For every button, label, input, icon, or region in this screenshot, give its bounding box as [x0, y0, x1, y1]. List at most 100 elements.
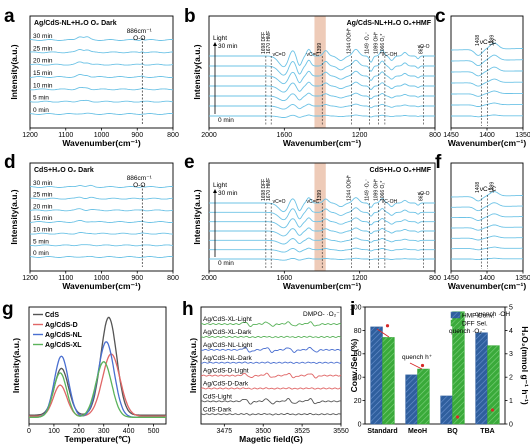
panel-h-series-label: CdS-Dark	[203, 406, 232, 413]
panel-i-y2tick-label: 3	[509, 351, 513, 358]
panel-h-series-label: Ag/CdS-XL-Light	[203, 316, 252, 323]
panel-d-annotation: O-O	[133, 182, 145, 189]
panel-d-spectrum	[29, 231, 173, 235]
panel-i-annotation: quench ·OH	[475, 311, 510, 318]
panel-e-annotation: νC=O	[273, 199, 286, 205]
panel-a-spectrum	[29, 73, 174, 78]
panel-e-label: e	[184, 152, 195, 173]
panel-g-xtick-label: 200	[73, 428, 85, 435]
panel-h-series-1	[200, 335, 342, 339]
panel-g-legend-label: Ag/CdS-XL	[45, 342, 82, 349]
panel-e-series-label: 30 min	[218, 190, 238, 197]
panel-d-title: CdS+H₂O O₂ Dark	[34, 167, 94, 174]
panel-i-h2o2-point	[385, 324, 390, 328]
panel-b-ylabel: Intensity(a.u.)	[192, 44, 202, 99]
panel-d-spectrum	[29, 219, 174, 223]
panel-e-xlabel: Wavenumber(cm⁻¹)	[283, 281, 361, 291]
panel-g-legend-label: Ag/CdS-D	[45, 322, 78, 329]
panel-a-title: Ag/CdS-NL+H₂O O₂ Dark	[34, 20, 117, 27]
panel-g-label: g	[2, 299, 14, 320]
panel-f-annotation: 1399	[490, 182, 496, 193]
panel-b-xtick-label: 2000	[201, 132, 217, 139]
panel-h-series-label: Ag/CdS-D-Light	[203, 368, 249, 375]
panel-c-spectrum	[451, 42, 523, 56]
panel-e-annotation: νC=C	[306, 199, 319, 205]
panel-c-spectrum	[451, 114, 523, 118]
panel-a-series-label: 15 min	[33, 70, 53, 77]
panel-i-category-label: MeoH	[408, 428, 427, 435]
panel-g-legend-label: CdS	[45, 312, 59, 319]
panel-i-ytick-label: 60	[354, 351, 362, 358]
panel-f-xlabel: Wavenumber(cm⁻¹)	[448, 281, 526, 291]
panel-h-ylabel: Intensity(a.u.)	[188, 338, 198, 393]
panel-g-xlabel: Temperature(℃)	[64, 434, 130, 444]
panel-g-series-3	[29, 361, 166, 418]
panel-b-annotation: 1244 OOH*	[346, 28, 352, 54]
panel-h-series-7	[200, 412, 342, 416]
panel-a-xtick-label: 1200	[22, 132, 38, 139]
panel-b-annotation: 1399	[317, 43, 323, 54]
panel-h-series-3	[200, 361, 342, 364]
panel-e-annotation: νC-OH	[382, 199, 398, 205]
panel-e-light-arrowhead	[213, 189, 217, 193]
panel-c-label: c	[435, 6, 446, 27]
panel-i-bar-1	[417, 368, 430, 425]
panel-d-spectrum	[29, 184, 174, 188]
panel-i-ytick-label: 40	[354, 375, 362, 382]
panel-i-annotation-arrow	[376, 328, 390, 338]
panel-c-spectrum	[451, 90, 523, 97]
panel-g-xtick-label: 500	[148, 428, 160, 435]
panel-a-spectrum	[29, 99, 174, 103]
panel-d-spectrum	[29, 244, 174, 247]
panel-a-series-label: 10 min	[33, 82, 53, 89]
panel-h-series-label: Ag/CdS-NL-Light	[203, 342, 252, 349]
panel-a-series-label: 20 min	[33, 58, 53, 65]
panel-b-annotation: νC=O	[273, 52, 286, 58]
panel-e-series-label: 0 min	[218, 260, 234, 267]
panel-e-xtick-label: 1600	[277, 275, 293, 282]
panel-i-bar-0	[370, 326, 383, 425]
panel-i-h2o2-point	[455, 415, 460, 419]
panel-e-annotation: 861	[419, 192, 425, 201]
panel-d-xtick-label: 900	[131, 275, 143, 282]
panel-a-spectrum	[29, 86, 174, 91]
panel-g-xtick-label: 100	[48, 428, 60, 435]
panel-c-xlabel: Wavenumber(cm⁻¹)	[448, 138, 526, 148]
panel-i-bar-1	[382, 337, 395, 425]
panel-f-spectrum	[451, 257, 523, 261]
panel-i-legend-label: DFF Sel.	[462, 321, 488, 328]
panel-e-annotation: 1149 ·O₂⁻	[364, 178, 370, 201]
panel-h-xtick-label: 3500	[255, 428, 271, 435]
panel-h-xtick-label: 3525	[294, 428, 310, 435]
panel-d-spectrum	[29, 255, 174, 258]
panel-g-series-1	[29, 353, 166, 417]
panel-i-bar-0	[405, 374, 418, 425]
panel-i-ytick-label: 100	[350, 304, 362, 311]
panel-d-series-label: 10 min	[33, 227, 53, 234]
panel-h-series-label: Ag/CdS-D-Dark	[203, 381, 249, 388]
panel-b-series-label: 0 min	[218, 117, 234, 124]
panel-b-annotation: νO-O	[418, 44, 430, 50]
panel-d-series-label: 15 min	[33, 215, 53, 222]
panel-e-annotation: 1244 OOH*	[346, 175, 352, 201]
panel-i-legend-label: HMF Conv.	[462, 313, 495, 320]
panel-h-series-label: Ag/CdS-NL-Dark	[203, 355, 253, 362]
panel-i-annotation: quench h⁺	[402, 354, 433, 361]
panel-b-label: b	[184, 6, 196, 27]
panel-c-xtick-label: 1450	[443, 132, 459, 139]
panel-h-frame	[200, 306, 342, 425]
panel-b-annotation: 1698 DFF	[261, 32, 267, 54]
panel-f-spectrum	[451, 246, 523, 251]
panel-f-label: f	[435, 152, 442, 173]
panel-i-bar-0	[440, 395, 453, 425]
panel-f-xtick-label: 1400	[479, 275, 495, 282]
panel-h-series-4	[200, 372, 342, 379]
panel-f-spectrum	[451, 202, 524, 212]
panel-i-category-label: BQ	[447, 428, 458, 435]
panel-c-spectrum	[451, 54, 523, 67]
panel-g-ylabel: Intensity(a.u.)	[11, 338, 21, 393]
panel-b-annotation: 1149 ·O₂⁻	[364, 31, 370, 54]
panel-i-y2tick-label: 2	[509, 375, 513, 382]
panel-e-annotation: 1099 OH*	[374, 179, 380, 201]
panel-d-series-label: 0 min	[33, 250, 49, 257]
